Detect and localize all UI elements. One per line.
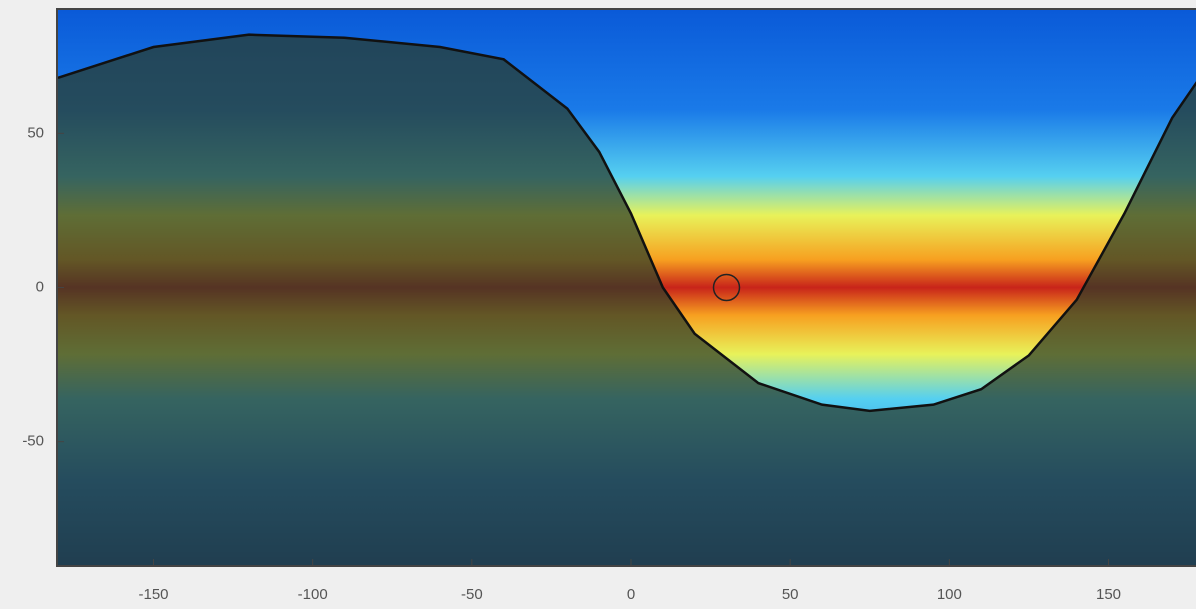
plot-frame — [56, 8, 1196, 567]
x-tick-label: -150 — [138, 586, 168, 603]
x-tick-label: 150 — [1096, 586, 1121, 603]
x-tick-label: 100 — [937, 586, 962, 603]
y-tick-label: 0 — [36, 278, 44, 295]
target-marker — [712, 273, 741, 302]
plot-area — [58, 10, 1196, 565]
x-tick-label: 0 — [627, 586, 635, 603]
x-tick-label: -100 — [298, 586, 328, 603]
y-tick-label: -50 — [22, 433, 44, 450]
x-tick-label: 50 — [782, 586, 799, 603]
hidden-region — [58, 34, 1196, 565]
x-tick-label: -50 — [461, 586, 483, 603]
visibility-boundary — [58, 33, 1196, 413]
y-tick-label: 50 — [27, 124, 44, 141]
